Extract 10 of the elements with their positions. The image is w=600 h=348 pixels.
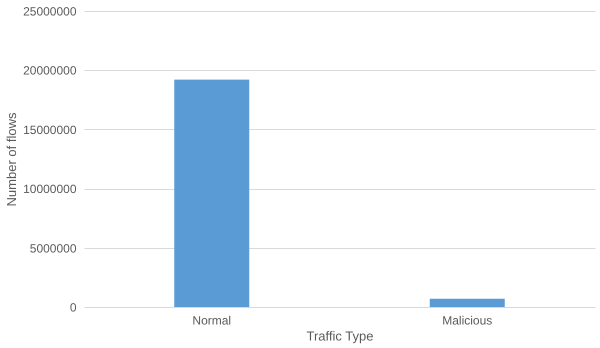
y-tick-label: 25000000: [23, 4, 77, 18]
y-tick-label: 20000000: [23, 64, 77, 78]
x-tick-label: Malicious: [442, 314, 492, 328]
y-tick-label: 10000000: [23, 182, 77, 196]
y-axis-title: Number of flows: [4, 112, 20, 206]
x-axis-title: Traffic Type: [306, 328, 374, 344]
y-tick-label: 15000000: [23, 122, 77, 137]
x-tick-label: Normal: [192, 314, 232, 328]
y-tick-label: 0: [70, 300, 77, 314]
y-tick-label: 5000000: [30, 241, 77, 256]
